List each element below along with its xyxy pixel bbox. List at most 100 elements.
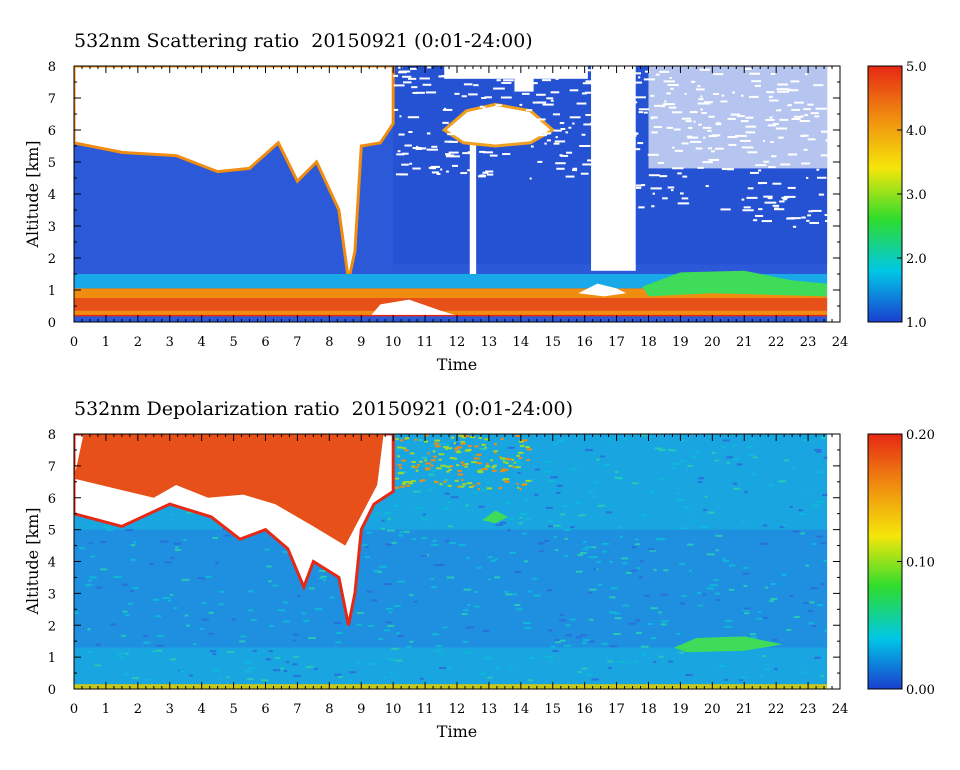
noise-speck bbox=[487, 676, 493, 679]
noise-speck bbox=[764, 201, 777, 204]
noise-speck bbox=[519, 488, 522, 491]
noise-speck bbox=[493, 443, 497, 446]
noise-speck bbox=[308, 637, 316, 640]
noise-speck bbox=[199, 627, 204, 630]
noise-speck bbox=[681, 595, 687, 598]
noise-speck bbox=[605, 177, 617, 180]
noise-speck bbox=[248, 667, 256, 670]
noise-speck bbox=[801, 216, 806, 219]
noise-speck bbox=[685, 674, 693, 677]
noise-speck bbox=[292, 663, 298, 666]
noise-speck bbox=[419, 480, 423, 483]
noise-speck bbox=[479, 672, 486, 675]
noise-speck bbox=[517, 462, 525, 465]
x-tick-label: 6 bbox=[261, 335, 269, 350]
noise-speck bbox=[461, 95, 467, 98]
noise-speck bbox=[530, 145, 534, 148]
noise-speck bbox=[822, 494, 828, 497]
x-tick-label: 15 bbox=[544, 702, 561, 717]
noise-speck bbox=[480, 488, 488, 491]
noise-speck bbox=[227, 651, 235, 654]
noise-speck bbox=[552, 649, 559, 652]
noise-speck bbox=[779, 200, 785, 203]
noise-speck bbox=[519, 513, 528, 516]
noise-speck bbox=[403, 530, 410, 533]
noise-speck bbox=[816, 176, 827, 179]
noise-speck bbox=[751, 473, 756, 476]
noise-speck bbox=[515, 608, 523, 611]
noise-speck bbox=[371, 599, 378, 602]
noise-speck bbox=[554, 639, 560, 642]
noise-speck bbox=[560, 127, 566, 130]
noise-speck bbox=[208, 611, 214, 614]
noise-speck bbox=[499, 456, 502, 459]
noise-speck bbox=[444, 140, 453, 143]
noise-speck bbox=[583, 123, 595, 126]
noise-speck bbox=[490, 459, 493, 462]
noise-speck bbox=[550, 99, 554, 102]
x-tick-label: 20 bbox=[704, 702, 721, 717]
x-tick-label: 3 bbox=[166, 702, 174, 717]
noise-speck bbox=[654, 447, 663, 450]
noise-speck bbox=[713, 578, 719, 581]
noise-speck bbox=[523, 622, 531, 625]
noise-speck bbox=[260, 679, 269, 682]
noise-speck bbox=[578, 514, 586, 517]
noise-speck bbox=[424, 459, 427, 462]
noise-speck bbox=[301, 612, 306, 615]
noise-speck bbox=[406, 484, 411, 487]
noise-speck bbox=[189, 674, 194, 677]
noise-speck bbox=[732, 482, 738, 485]
noise-speck bbox=[320, 575, 327, 578]
noise-speck bbox=[173, 607, 178, 610]
noise-speck bbox=[308, 587, 315, 590]
noise-speck bbox=[625, 101, 636, 104]
noise-speck bbox=[152, 598, 160, 601]
noise-speck bbox=[430, 464, 434, 467]
noise-speck bbox=[781, 196, 789, 199]
noise-speck bbox=[461, 73, 474, 76]
noise-speck bbox=[590, 122, 602, 125]
noise-speck bbox=[600, 455, 605, 458]
noise-speck bbox=[779, 525, 785, 528]
y-ticks: 0 1 2 3 4 5 6 7 8 bbox=[48, 60, 840, 331]
x-tick-label: 21 bbox=[736, 702, 753, 717]
noise-speck bbox=[431, 586, 437, 589]
noise-speck bbox=[461, 478, 464, 481]
noise-speck bbox=[808, 622, 815, 625]
x-tick-label: 23 bbox=[800, 702, 817, 717]
noise-speck bbox=[215, 562, 219, 565]
x-ticks: 0 1 2 3 4 5 6 7 8 9 10 11 12 13 14 15 16 17 18 19 20 21 22 23 24 bbox=[70, 66, 848, 350]
noise-speck bbox=[305, 665, 314, 668]
noise-speck bbox=[782, 198, 788, 201]
noise-speck bbox=[595, 458, 600, 461]
noise-speck bbox=[156, 634, 165, 637]
noise-speck bbox=[517, 486, 520, 489]
x-tick-label: 4 bbox=[198, 702, 206, 717]
noise-speck bbox=[484, 657, 492, 660]
noise-speck bbox=[680, 602, 685, 605]
x-tick-label: 13 bbox=[481, 702, 498, 717]
noise-speck bbox=[658, 449, 666, 452]
noise-speck bbox=[460, 122, 465, 125]
noise-speck bbox=[671, 463, 680, 466]
noise-speck bbox=[121, 634, 126, 637]
noise-speck bbox=[527, 134, 532, 137]
noise-speck bbox=[638, 111, 644, 114]
noise-speck bbox=[84, 584, 93, 587]
noise-speck bbox=[762, 524, 768, 527]
noise-speck bbox=[476, 462, 482, 465]
noise-speck bbox=[676, 492, 680, 495]
noise-speck bbox=[724, 678, 728, 681]
noise-speck bbox=[434, 439, 441, 442]
noise-speck bbox=[247, 590, 254, 593]
noise-speck bbox=[426, 148, 438, 151]
noise-speck bbox=[584, 449, 593, 452]
x-tick-label: 14 bbox=[513, 335, 530, 350]
x-tick-label: 0 bbox=[70, 702, 78, 717]
noise-speck bbox=[712, 451, 716, 454]
noise-speck bbox=[387, 624, 395, 627]
noise-speck bbox=[677, 172, 682, 175]
noise-speck bbox=[400, 439, 404, 442]
noise-speck bbox=[528, 67, 541, 70]
